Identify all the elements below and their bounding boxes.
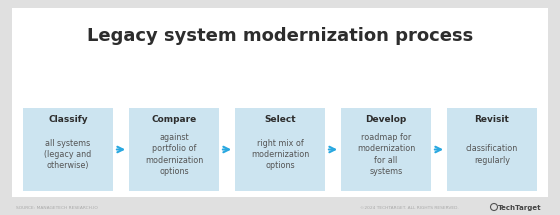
- Text: roadmap for
modernization
for all
systems: roadmap for modernization for all system…: [357, 133, 415, 176]
- Text: Revisit: Revisit: [474, 115, 510, 123]
- Text: against
portfolio of
modernization
options: against portfolio of modernization optio…: [145, 133, 203, 176]
- Text: Compare: Compare: [151, 115, 197, 123]
- FancyBboxPatch shape: [235, 108, 325, 191]
- FancyBboxPatch shape: [341, 108, 431, 191]
- Text: Develop: Develop: [365, 115, 407, 123]
- Text: classification
regularly: classification regularly: [466, 144, 518, 165]
- Text: Legacy system modernization process: Legacy system modernization process: [87, 27, 473, 45]
- Text: ©2024 TECHTARGET. ALL RIGHTS RESERVED.: ©2024 TECHTARGET. ALL RIGHTS RESERVED.: [360, 206, 459, 210]
- FancyBboxPatch shape: [23, 108, 113, 191]
- FancyBboxPatch shape: [447, 108, 537, 191]
- Text: TechTarget: TechTarget: [498, 205, 542, 211]
- Text: Select: Select: [264, 115, 296, 123]
- Text: all systems
(legacy and
otherwise): all systems (legacy and otherwise): [44, 138, 92, 170]
- FancyBboxPatch shape: [12, 8, 548, 197]
- Text: Classify: Classify: [48, 115, 88, 123]
- Text: SOURCE: MANAGETECH RESEARCH.IO: SOURCE: MANAGETECH RESEARCH.IO: [16, 206, 98, 210]
- Text: right mix of
modernization
options: right mix of modernization options: [251, 138, 309, 170]
- FancyBboxPatch shape: [129, 108, 219, 191]
